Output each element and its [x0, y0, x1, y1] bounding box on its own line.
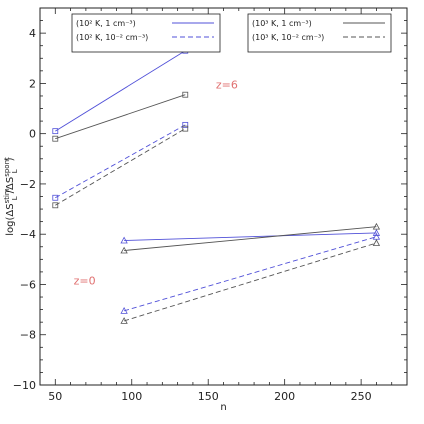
- x-tick-label: 100: [121, 390, 142, 403]
- series-line: [55, 94, 186, 140]
- y-axis-label-part: spont: [3, 157, 11, 177]
- y-axis-label-part: /ΔS: [5, 177, 16, 194]
- data-point: [182, 121, 189, 128]
- y-tick-label: −10: [13, 379, 36, 392]
- y-tick-label: 0: [29, 128, 36, 141]
- series-line: [123, 236, 377, 312]
- y-tick-label: −4: [20, 228, 36, 241]
- series-3: [52, 125, 189, 209]
- legend-top-left: (10² K, 1 cm⁻³) (10² K, 10⁻² cm⁻³): [71, 13, 221, 53]
- legend-entry-label: (10³ K, 10⁻² cm⁻³): [252, 33, 324, 42]
- x-tick-label: 150: [198, 390, 219, 403]
- data-point: [182, 125, 189, 132]
- data-point: [52, 202, 59, 209]
- legend-entry-label: (10² K, 1 cm⁻³): [76, 19, 136, 28]
- annotation-label: z=0: [74, 274, 96, 287]
- series-4: [120, 229, 381, 244]
- series-line: [123, 242, 377, 322]
- series-line: [55, 124, 186, 199]
- data-point: [52, 194, 59, 201]
- y-axis-label-part: L: [11, 196, 19, 200]
- x-axis-label: n: [220, 402, 226, 413]
- y-axis-label-part: log(ΔS: [5, 203, 16, 235]
- series-7: [120, 239, 381, 324]
- series-line: [55, 50, 186, 132]
- data-point: [372, 239, 381, 246]
- series-1: [52, 121, 189, 201]
- y-axis-label-part: stim: [3, 188, 11, 203]
- y-tick-label: −2: [20, 178, 36, 191]
- data-point: [52, 135, 59, 142]
- data-point: [372, 229, 381, 236]
- series-6: [120, 222, 381, 254]
- series-line: [55, 128, 186, 206]
- y-tick-label: −6: [20, 278, 36, 291]
- data-point: [120, 317, 128, 324]
- plot-frame: [39, 7, 408, 386]
- y-tick-label: 4: [29, 27, 36, 40]
- x-tick-label: 200: [274, 390, 295, 403]
- data-point: [372, 222, 381, 230]
- y-tick-label: 2: [29, 77, 36, 90]
- legend-entry-label: (10² K, 10⁻² cm⁻³): [76, 33, 148, 42]
- data-point: [182, 91, 189, 98]
- data-point: [120, 246, 128, 254]
- legend-top-right: (10³ K, 1 cm⁻³) (10³ K, 10⁻² cm⁻³): [247, 13, 392, 53]
- legend-box: [71, 13, 221, 53]
- data-point: [120, 307, 128, 314]
- y-axis-label-part: ): [5, 157, 16, 161]
- y-axis-label-part: L: [11, 169, 19, 173]
- series-line: [124, 232, 377, 241]
- x-tick-label: 50: [48, 390, 62, 403]
- legend-entry-label: (10³ K, 1 cm⁻³): [252, 19, 312, 28]
- y-axis-label: log(ΔSstimL/ΔSspontL): [3, 157, 19, 236]
- x-tick-label: 250: [351, 390, 372, 403]
- series-0: [52, 47, 189, 135]
- series-5: [120, 232, 381, 314]
- data-point: [52, 128, 59, 135]
- legend-box: [247, 13, 392, 53]
- y-tick-label: −8: [20, 329, 36, 342]
- data-point: [120, 236, 128, 244]
- series-2: [52, 91, 189, 142]
- series-line: [124, 226, 377, 251]
- annotation-label: z=6: [216, 78, 238, 91]
